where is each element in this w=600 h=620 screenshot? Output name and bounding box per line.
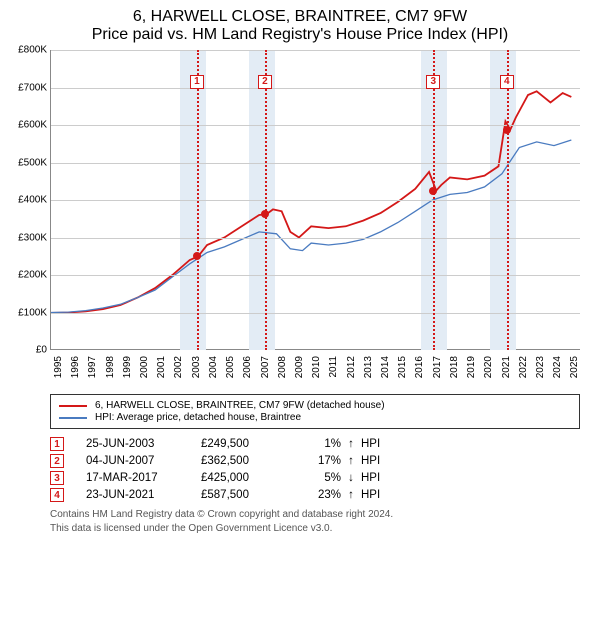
- sales-pct: 17%: [296, 455, 341, 467]
- sales-arrow-icon: ↑: [341, 489, 361, 501]
- plot-region: £0£100K£200K£300K£400K£500K£600K£700K£80…: [50, 50, 580, 350]
- y-tick-label: £100K: [18, 307, 47, 318]
- sale-marker-line: [265, 50, 267, 350]
- x-tick-label: 2006: [242, 356, 253, 378]
- x-tick-label: 2019: [466, 356, 477, 378]
- x-tick-label: 2014: [380, 356, 391, 378]
- x-tick-label: 2012: [346, 356, 357, 378]
- chart-title: 6, HARWELL CLOSE, BRAINTREE, CM7 9FW Pri…: [0, 8, 600, 44]
- sale-marker-line: [433, 50, 435, 350]
- sales-row: 4 23-JUN-2021£587,50023%↑HPI: [50, 488, 580, 502]
- sale-marker-box: 4: [500, 75, 514, 89]
- sales-hpi-label: HPI: [361, 455, 380, 467]
- sale-point: [429, 187, 437, 195]
- x-tick-label: 2020: [483, 356, 494, 378]
- x-tick-label: 1998: [105, 356, 116, 378]
- x-tick-label: 2001: [156, 356, 167, 378]
- sales-pct: 1%: [296, 438, 341, 450]
- sales-pct: 5%: [296, 472, 341, 484]
- x-tick-label: 2009: [294, 356, 305, 378]
- x-tick-label: 2018: [449, 356, 460, 378]
- legend-row-hpi: HPI: Average price, detached house, Brai…: [59, 412, 571, 423]
- sales-price: £249,500: [201, 438, 296, 450]
- x-tick-label: 2005: [225, 356, 236, 378]
- legend: 6, HARWELL CLOSE, BRAINTREE, CM7 9FW (de…: [50, 394, 580, 429]
- attribution-line2: This data is licensed under the Open Gov…: [50, 522, 580, 536]
- legend-row-property: 6, HARWELL CLOSE, BRAINTREE, CM7 9FW (de…: [59, 400, 571, 411]
- y-tick-label: £700K: [18, 82, 47, 93]
- sales-hpi-label: HPI: [361, 438, 380, 450]
- x-tick-label: 2011: [328, 356, 339, 378]
- x-tick-label: 2021: [501, 356, 512, 378]
- title-subtitle: Price paid vs. HM Land Registry's House …: [0, 26, 600, 44]
- x-tick-label: 1996: [70, 356, 81, 378]
- x-tick-label: 2008: [277, 356, 288, 378]
- sales-price: £587,500: [201, 489, 296, 501]
- sale-point: [261, 210, 269, 218]
- legend-swatch-hpi: [59, 417, 87, 419]
- x-tick-label: 1997: [87, 356, 98, 378]
- x-tick-label: 2017: [432, 356, 443, 378]
- x-tick-label: 2004: [208, 356, 219, 378]
- sales-marker: 3: [50, 471, 64, 485]
- sales-date: 25-JUN-2003: [86, 438, 201, 450]
- legend-label-property: 6, HARWELL CLOSE, BRAINTREE, CM7 9FW (de…: [95, 400, 385, 411]
- sales-marker: 4: [50, 488, 64, 502]
- sales-date: 23-JUN-2021: [86, 489, 201, 501]
- x-tick-label: 2010: [311, 356, 322, 378]
- sales-marker: 1: [50, 437, 64, 451]
- x-tick-label: 2022: [518, 356, 529, 378]
- sale-point: [193, 252, 201, 260]
- x-tick-label: 2015: [397, 356, 408, 378]
- sales-price: £362,500: [201, 455, 296, 467]
- x-tick-label: 1999: [122, 356, 133, 378]
- x-tick-label: 2000: [139, 356, 150, 378]
- sale-point: [503, 126, 511, 134]
- sales-pct: 23%: [296, 489, 341, 501]
- x-tick-label: 2003: [191, 356, 202, 378]
- x-tick-label: 2023: [535, 356, 546, 378]
- x-tick-label: 2025: [569, 356, 580, 378]
- sales-arrow-icon: ↑: [341, 438, 361, 450]
- x-tick-label: 2013: [363, 356, 374, 378]
- x-tick-label: 2016: [414, 356, 425, 378]
- sales-date: 04-JUN-2007: [86, 455, 201, 467]
- y-tick-label: £200K: [18, 270, 47, 281]
- legend-swatch-property: [59, 405, 87, 407]
- sales-hpi-label: HPI: [361, 472, 380, 484]
- sale-marker-line: [507, 50, 509, 350]
- y-tick-label: £800K: [18, 45, 47, 56]
- attribution-line1: Contains HM Land Registry data © Crown c…: [50, 508, 580, 522]
- sale-marker-box: 1: [190, 75, 204, 89]
- chart-area: £0£100K£200K£300K£400K£500K£600K£700K£80…: [50, 50, 580, 390]
- y-tick-label: £0: [36, 345, 47, 356]
- x-tick-label: 2024: [552, 356, 563, 378]
- sales-table: 125-JUN-2003£249,5001%↑HPI204-JUN-2007£3…: [50, 437, 580, 502]
- attribution: Contains HM Land Registry data © Crown c…: [50, 508, 580, 535]
- title-address: 6, HARWELL CLOSE, BRAINTREE, CM7 9FW: [0, 8, 600, 26]
- y-tick-label: £600K: [18, 120, 47, 131]
- sale-marker-box: 2: [258, 75, 272, 89]
- y-tick-label: £300K: [18, 232, 47, 243]
- sales-price: £425,000: [201, 472, 296, 484]
- sale-marker-line: [197, 50, 199, 350]
- sales-arrow-icon: ↓: [341, 472, 361, 484]
- sales-row: 1 25-JUN-2003£249,5001%↑HPI: [50, 437, 580, 451]
- y-tick-label: £500K: [18, 157, 47, 168]
- x-tick-label: 2007: [260, 356, 271, 378]
- sales-row: 3 17-MAR-2017£425,0005%↓HPI: [50, 471, 580, 485]
- sales-hpi-label: HPI: [361, 489, 380, 501]
- x-tick-label: 2002: [173, 356, 184, 378]
- sales-date: 17-MAR-2017: [86, 472, 201, 484]
- sale-marker-box: 3: [426, 75, 440, 89]
- y-tick-label: £400K: [18, 195, 47, 206]
- legend-label-hpi: HPI: Average price, detached house, Brai…: [95, 412, 301, 423]
- x-tick-label: 1995: [53, 356, 64, 378]
- sales-arrow-icon: ↑: [341, 455, 361, 467]
- x-axis-labels: 1995 1996 1997 1998 1999 2000 2001 2002 2003 2004…: [50, 352, 580, 390]
- sales-row: 2 04-JUN-2007£362,50017%↑HPI: [50, 454, 580, 468]
- sales-marker: 2: [50, 454, 64, 468]
